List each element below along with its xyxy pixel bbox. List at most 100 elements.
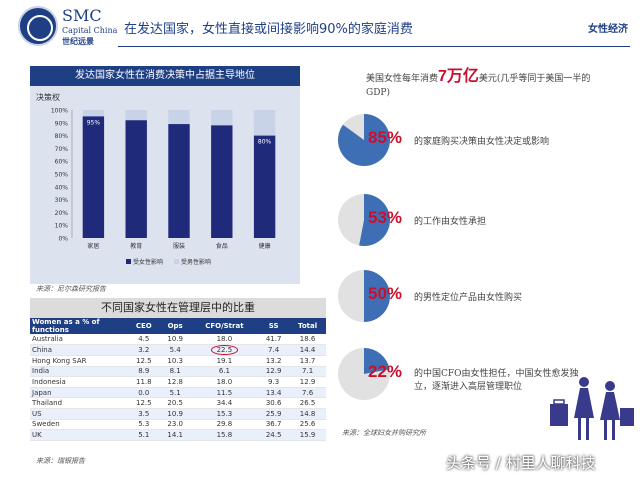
table-row: India 8.9 8.1 6.1 12.9 7.1 [30,366,326,378]
value-cell: 7.4 [258,344,290,357]
country-cell: Australia [30,334,128,346]
bar-female [82,116,105,238]
value-cell: 10.9 [159,334,191,346]
value-cell: 11.8 [128,376,160,388]
value-cell: 29.8 [190,419,259,431]
country-cell: Hong Kong SAR [30,355,128,367]
fact-percent: 22% [368,362,403,381]
col-header: Total [289,318,326,334]
value-cell: 7.6 [289,387,326,399]
table-row: Japan 0.0 5.1 11.5 13.4 7.6 [30,387,326,399]
shopping-women-illustration [550,377,634,440]
bar-female [168,124,190,238]
pie-chart [338,114,390,166]
value-cell: 18.6 [289,334,326,346]
y-tick-label: 0% [58,236,68,243]
country-cell: Indonesia [30,376,128,388]
pie-chart [338,348,390,400]
logo-text: SMC [62,6,102,25]
value-cell: 3.5 [128,408,160,420]
value-cell: 41.7 [258,334,290,346]
pie-slice [359,194,390,246]
value-cell: 5.3 [128,419,160,431]
value-cell: 11.5 [190,387,259,399]
y-tick-label: 40% [55,184,69,191]
value-cell: 19.1 [190,355,259,367]
logo-emblem [18,6,58,46]
bar-male [253,110,276,136]
value-cell: 30.6 [258,397,290,410]
value-cell: 36.7 [258,419,290,431]
table-title: 不同国家女性在管理层中的比重 [30,298,326,318]
pie-slice [364,348,390,374]
intro-text: 美国女性每年消费7万亿美元(几乎等同于美国一半的GDP) [366,69,606,100]
y-tick-label: 100% [51,108,68,115]
value-cell: 22.5 [190,344,259,357]
value-cell: 10.9 [159,408,191,420]
value-cell: 12.9 [258,366,290,378]
value-cell: 0.0 [128,387,160,399]
value-cell: 18.0 [190,334,259,346]
logo-subtitle: Capital China [62,26,118,35]
value-cell: 12.9 [289,376,326,388]
value-cell: 14.4 [289,344,326,357]
value-cell: 12.5 [128,397,160,410]
country-cell: China [30,344,128,357]
value-cell: 34.4 [190,397,259,410]
intro-pre: 美国女性每年消费 [366,74,439,84]
intro-post: 美元(几乎等同于美国一半的GDP) [366,74,591,98]
value-cell: 6.1 [190,366,259,378]
value-cell: 20.5 [159,397,191,410]
fact-text: 的工作由女性承担 [414,217,487,227]
y-tick-label: 20% [55,210,69,217]
value-cell: 18.0 [190,376,259,388]
col-header: SS [258,318,290,334]
page-title: 在发达国家，女性直接或间接影响90%的家庭消费 [124,22,413,37]
value-cell: 10.3 [159,355,191,367]
y-tick-label: 90% [55,120,69,127]
table-row: China 3.2 5.4 22.5 7.4 14.4 [30,344,326,357]
legend-label: 受男性影响 [181,258,211,266]
country-cell: India [30,366,128,378]
value-cell: 14.8 [289,408,326,420]
legend-label: 受女性影响 [133,258,163,266]
x-tick-label: 服装 [173,242,185,250]
legend-swatch [174,259,179,264]
pie-chart [338,270,390,322]
management-table: Women as a % of functions CEO Ops CFO/St… [30,318,326,441]
value-cell: 8.1 [159,366,191,378]
data-label: 95% [87,119,101,126]
y-axis-label: 决策权 [36,92,60,102]
value-cell: 7.1 [289,366,326,378]
fact-text: 的家庭购买决策由女性决定或影响 [414,137,550,147]
value-cell: 25.9 [258,408,290,420]
value-cell: 15.9 [289,429,326,441]
value-cell: 13.2 [258,355,290,367]
y-tick-label: 70% [55,146,69,153]
value-cell: 23.0 [159,419,191,431]
bar-male [82,110,105,117]
bar-female [253,135,276,238]
x-tick-label: 家居 [87,242,99,250]
value-cell: 26.5 [289,397,326,410]
bar-chart: 决策权 0% 10% 20% 30% 40% 50% 60% 70% 80% 90% 100% 家居 教育… [36,92,276,266]
value-cell: 13.4 [258,387,290,399]
y-tick-label: 10% [55,223,69,230]
table-row: Thailand 12.5 20.5 34.4 30.6 26.5 [30,397,326,410]
logo-chinese: 世纪远景 [62,36,94,46]
fact-percent: 53% [368,208,403,227]
fact-text: 的中国CFO由女性担任，中国女性愈发独立，逐渐进入高层管理职位 [414,369,579,392]
country-cell: US [30,408,128,420]
value-cell: 4.5 [128,334,160,346]
bar-female [125,120,147,238]
col-header: Women as a % of functions [30,318,128,334]
value-cell: 14.1 [159,429,191,441]
value-cell: 12.5 [128,355,160,367]
pie-slice [364,270,390,322]
country-cell: Japan [30,387,128,399]
value-cell: 15.3 [190,408,259,420]
bar-female [211,125,233,238]
section-tag: 女性经济 [588,24,628,35]
fact-text: 的男性定位产品由女性购买 [414,293,523,303]
value-cell: 24.5 [258,429,290,441]
